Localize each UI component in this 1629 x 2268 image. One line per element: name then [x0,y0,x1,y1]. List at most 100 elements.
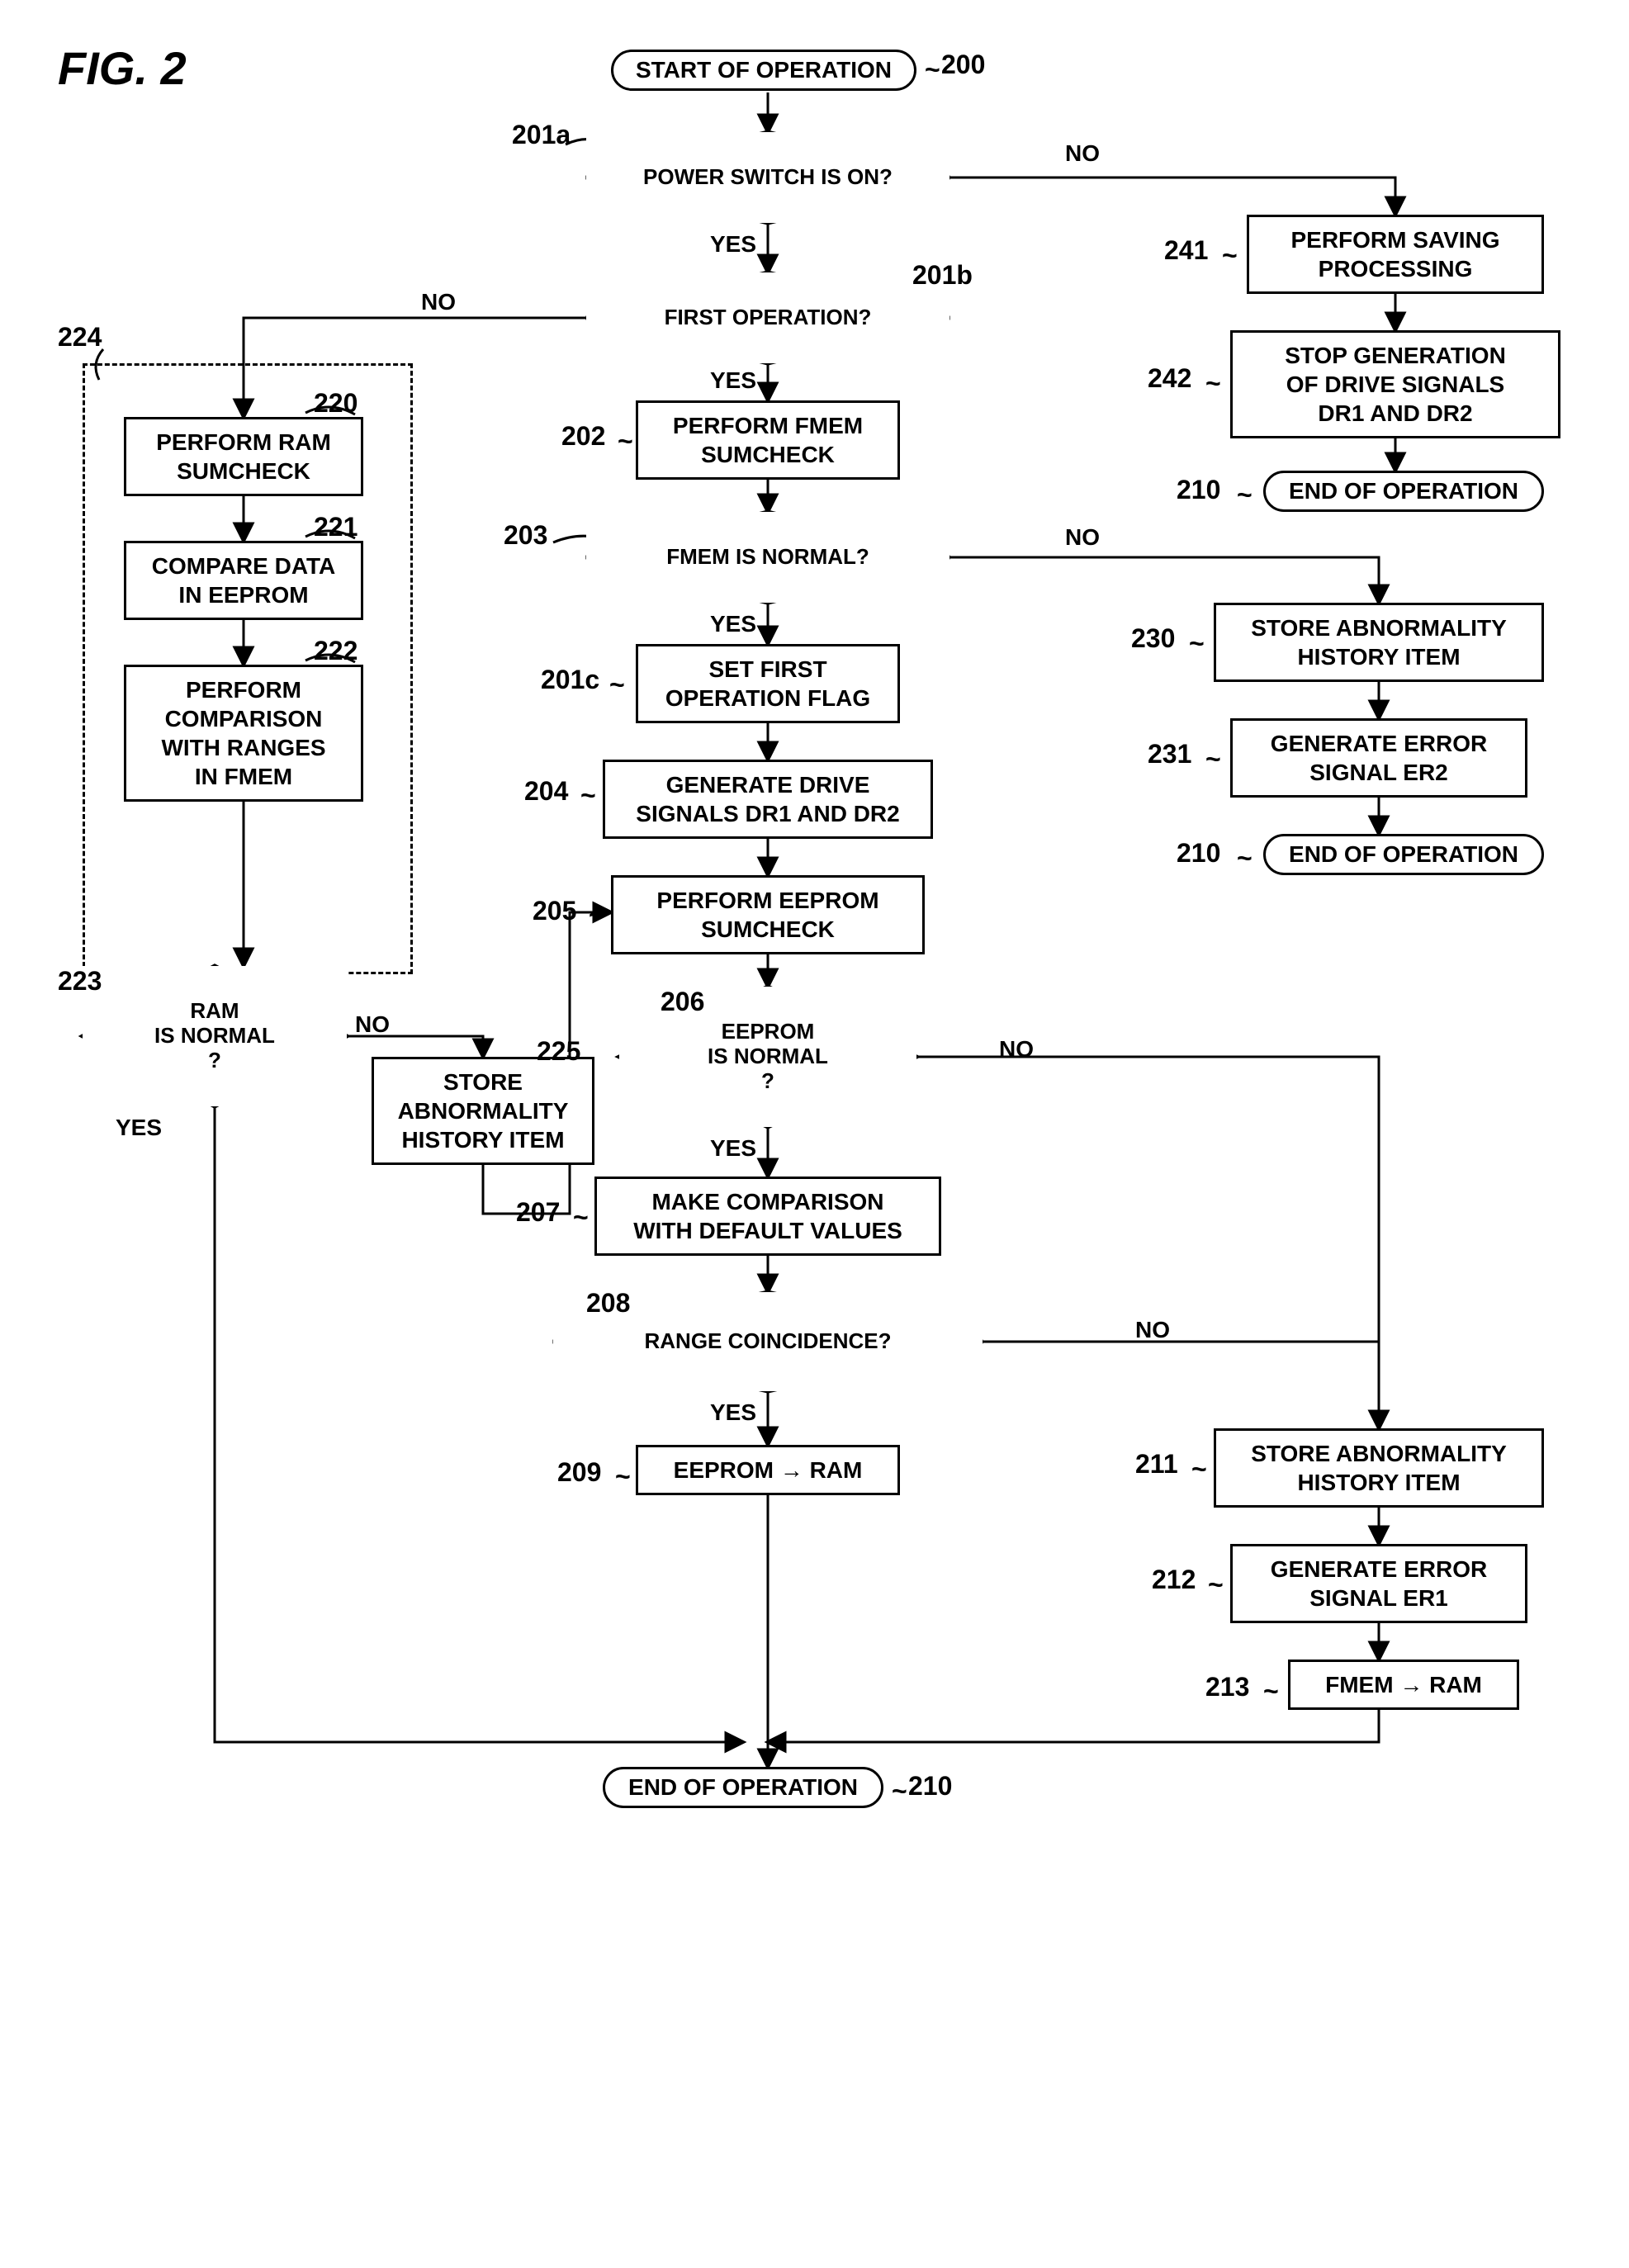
tilde: ~ [609,670,625,700]
edge-no: NO [421,289,456,315]
ref-201a: 201a [512,120,571,150]
tilde: ~ [1222,240,1238,271]
text: COMPARE DATA IN EEPROM [152,553,335,608]
ref-209: 209 [557,1457,601,1488]
decision-fmem-normal: FMEM IS NORMAL? [586,512,949,603]
ref-223: 223 [58,966,102,997]
text: GENERATE DRIVE SIGNALS DR1 AND DR2 [636,772,899,826]
process-store-abn-225: STORE ABNORMALITY HISTORY ITEM [372,1057,594,1165]
text: EEPROM → RAM [674,1457,863,1483]
ref-241: 241 [1164,235,1208,266]
ref-205: 205 [533,896,576,926]
decision-text: FIRST OPERATION? [665,305,872,330]
text: GENERATE ERROR SIGNAL ER2 [1271,731,1487,785]
tilde: ~ [892,1776,907,1806]
edge-yes: YES [710,611,756,637]
process-eeprom-to-ram: EEPROM → RAM [636,1445,900,1495]
ref-203: 203 [504,520,547,551]
text: STORE ABNORMALITY HISTORY ITEM [1251,1441,1507,1495]
tilde: ~ [1237,480,1253,510]
tilde: ~ [925,54,940,85]
edge-no: NO [1135,1317,1170,1343]
edge-no: NO [999,1036,1034,1063]
text: END OF OPERATION [628,1774,858,1800]
process-fmem-to-ram: FMEM → RAM [1288,1660,1519,1710]
text: PERFORM SAVING PROCESSING [1290,227,1499,282]
edge-yes: YES [710,1135,756,1162]
decision-power-switch: POWER SWITCH IS ON? [586,132,949,223]
process-store-abn-211: STORE ABNORMALITY HISTORY ITEM [1214,1428,1544,1508]
process-set-first-flag: SET FIRST OPERATION FLAG [636,644,900,723]
process-fmem-sumcheck: PERFORM FMEM SUMCHECK [636,400,900,480]
text: SET FIRST OPERATION FLAG [665,656,870,711]
process-error-er1: GENERATE ERROR SIGNAL ER1 [1230,1544,1527,1623]
decision-text: POWER SWITCH IS ON? [643,165,893,190]
flowchart-canvas: FIG. 2 [25,25,1604,2243]
ref-212: 212 [1152,1565,1196,1595]
ref-204: 204 [524,776,568,807]
text: PERFORM RAM SUMCHECK [156,429,331,484]
text: STOP GENERATION OF DRIVE SIGNALS DR1 AND… [1285,343,1506,426]
ref-231: 231 [1148,739,1191,769]
tilde: ~ [1263,1676,1279,1707]
decision-ram-normal: RAM IS NORMAL ? [83,966,347,1106]
decision-text: FMEM IS NORMAL? [666,545,869,570]
terminator-end-c: END OF OPERATION [603,1767,883,1808]
ref-230: 230 [1131,623,1175,654]
ref-200: 200 [941,50,985,80]
ref-210c: 210 [908,1771,952,1802]
tilde: ~ [580,780,596,811]
tilde: ~ [1191,1454,1207,1484]
decision-first-operation: FIRST OPERATION? [586,272,949,363]
text: PERFORM COMPARISON WITH RANGES IN FMEM [161,677,325,789]
ref-207: 207 [516,1197,560,1228]
edge-no: NO [355,1011,390,1038]
ref-220: 220 [314,388,358,419]
text: GENERATE ERROR SIGNAL ER1 [1271,1556,1487,1611]
ref-210a: 210 [1177,475,1220,505]
terminator-start: START OF OPERATION [611,50,916,91]
process-compare-eeprom: COMPARE DATA IN EEPROM [124,541,363,620]
figure-title: FIG. 2 [58,41,187,95]
process-ram-sumcheck: PERFORM RAM SUMCHECK [124,417,363,496]
text: STORE ABNORMALITY HISTORY ITEM [398,1069,569,1153]
process-error-er2: GENERATE ERROR SIGNAL ER2 [1230,718,1527,798]
process-compare-ranges-fmem: PERFORM COMPARISON WITH RANGES IN FMEM [124,665,363,802]
process-saving: PERFORM SAVING PROCESSING [1247,215,1544,294]
ref-201c: 201c [541,665,599,695]
ref-211: 211 [1135,1449,1178,1480]
edge-yes: YES [116,1115,162,1141]
edge-yes: YES [710,1399,756,1426]
text: STORE ABNORMALITY HISTORY ITEM [1251,615,1507,670]
tilde: ~ [589,900,604,930]
terminator-end-a: END OF OPERATION [1263,471,1544,512]
tilde: ~ [618,426,633,457]
ref-206: 206 [661,987,704,1017]
text: END OF OPERATION [1289,478,1518,504]
tilde: ~ [1237,843,1253,874]
ref-201b: 201b [912,260,973,291]
edge-yes: YES [710,231,756,258]
text: START OF OPERATION [636,57,892,83]
text: FMEM → RAM [1325,1672,1482,1697]
ref-225: 225 [537,1036,580,1067]
edge-no: NO [1065,524,1100,551]
tilde: ~ [1189,628,1205,659]
process-compare-default: MAKE COMPARISON WITH DEFAULT VALUES [594,1177,941,1256]
decision-text: EEPROM IS NORMAL ? [708,1020,828,1094]
process-stop-drive: STOP GENERATION OF DRIVE SIGNALS DR1 AND… [1230,330,1560,438]
text: PERFORM EEPROM SUMCHECK [656,888,878,942]
tilde: ~ [1205,368,1221,399]
ref-224: 224 [58,322,102,353]
process-generate-drive: GENERATE DRIVE SIGNALS DR1 AND DR2 [603,760,933,839]
ref-242: 242 [1148,363,1191,394]
decision-text: RANGE COINCIDENCE? [644,1329,891,1354]
tilde: ~ [1205,744,1221,774]
process-store-abn-230: STORE ABNORMALITY HISTORY ITEM [1214,603,1544,682]
edge-no: NO [1065,140,1100,167]
tilde: ~ [615,1461,631,1492]
edge-yes: YES [710,367,756,394]
ref-222: 222 [314,636,358,666]
ref-202: 202 [561,421,605,452]
ref-210b: 210 [1177,838,1220,869]
